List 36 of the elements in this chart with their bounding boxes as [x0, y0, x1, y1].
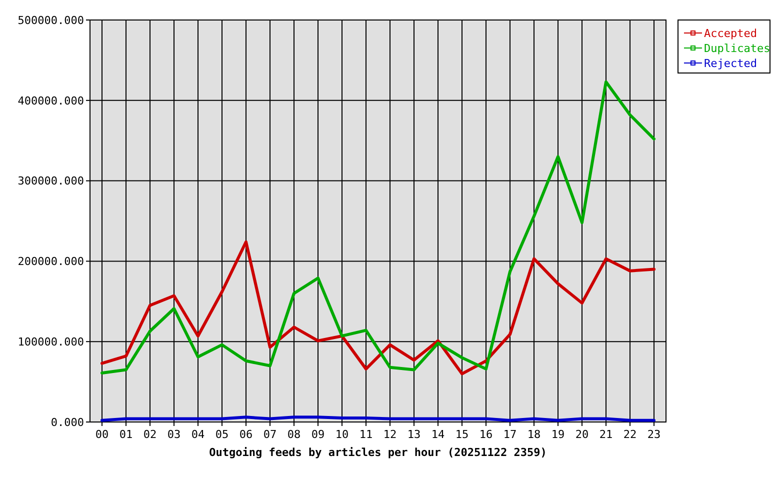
x-tick-label: 19 — [551, 428, 565, 441]
x-tick-label: 16 — [479, 428, 493, 441]
y-tick-label: 0.000 — [50, 416, 84, 429]
x-tick-label: 17 — [503, 428, 517, 441]
x-tick-label: 00 — [95, 428, 109, 441]
x-tick-label: 10 — [335, 428, 349, 441]
x-tick-label: 08 — [287, 428, 301, 441]
legend-label: Accepted — [704, 26, 757, 40]
x-tick-label: 05 — [215, 428, 229, 441]
x-tick-label: 15 — [455, 428, 469, 441]
x-axis-title: Outgoing feeds by articles per hour (20251122 2359) — [209, 446, 547, 459]
x-tick-label: 04 — [191, 428, 205, 441]
x-tick-label: 03 — [167, 428, 181, 441]
x-tick-label: 06 — [239, 428, 253, 441]
x-tick-label: 18 — [527, 428, 541, 441]
x-tick-label: 14 — [431, 428, 445, 441]
legend-label: Duplicates — [704, 42, 770, 55]
x-tick-label: 11 — [359, 428, 373, 441]
x-tick-label: 01 — [119, 428, 133, 441]
y-tick-label: 100000.000 — [18, 335, 84, 348]
y-tick-label: 300000.000 — [18, 174, 84, 188]
y-tick-label: 500000.000 — [18, 14, 84, 27]
x-tick-label: 02 — [143, 428, 157, 441]
x-tick-label: 23 — [647, 428, 661, 441]
x-tick-label: 21 — [599, 428, 613, 441]
x-tick-label: 12 — [383, 428, 397, 441]
y-tick-label: 400000.000 — [18, 94, 84, 108]
line-series — [100, 80, 656, 374]
x-tick-label: 22 — [623, 428, 637, 441]
x-tick-label: 09 — [311, 428, 325, 441]
x-tick-label: 20 — [575, 428, 589, 441]
x-tick-label: 07 — [263, 428, 277, 441]
x-tick-label: 13 — [407, 428, 421, 441]
legend-label: Rejected — [704, 56, 757, 70]
y-tick-label: 200000.000 — [18, 255, 84, 268]
line-series — [100, 240, 656, 376]
